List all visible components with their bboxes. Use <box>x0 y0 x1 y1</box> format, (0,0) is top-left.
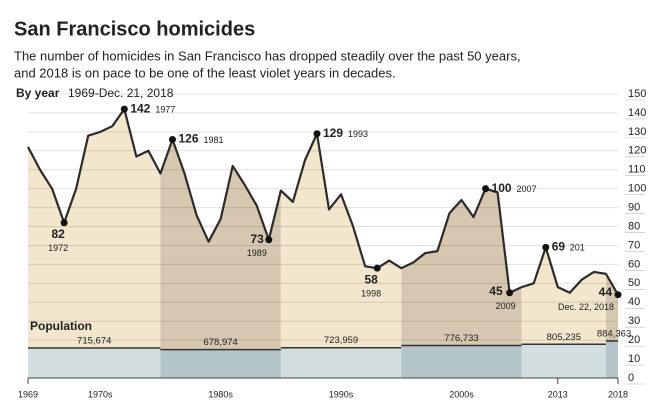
highlight-value: 142 <box>130 101 150 115</box>
x-tick-label: 1980s <box>208 389 233 399</box>
x-tick-label: 1990s <box>329 389 354 399</box>
highlight-label: 1972 <box>48 243 68 253</box>
highlight-label: 1993 <box>348 129 368 139</box>
highlight-label: 1998 <box>361 289 381 299</box>
population-value: 776,733 <box>444 333 478 344</box>
highlight-label: 1981 <box>203 135 223 145</box>
population-bar <box>521 344 606 378</box>
highlight-dot <box>542 243 550 251</box>
label-heading: By year <box>16 86 60 100</box>
y-tick-label: 70 <box>628 239 640 251</box>
highlight-label: 2009 <box>496 301 516 311</box>
x-tick-label: 2018 <box>608 389 628 399</box>
highlight-dot <box>614 291 622 299</box>
y-tick-label: 140 <box>628 107 646 119</box>
highlight-dot <box>373 264 381 272</box>
highlight-dot <box>265 236 273 244</box>
highlight-label: 201 <box>570 243 585 253</box>
label-range: 1969-Dec. 21, 2018 <box>68 86 174 100</box>
chart-title: San Francisco homicides <box>14 18 255 40</box>
population-value: 723,959 <box>324 335 358 346</box>
population-bar <box>280 347 402 378</box>
population-value: 678,974 <box>203 337 237 348</box>
y-tick-label: 110 <box>628 164 646 176</box>
y-tick-label: 30 <box>628 315 640 327</box>
y-tick-label: 0 <box>628 372 634 384</box>
x-tick-label: 2013 <box>548 389 568 399</box>
y-tick-label: 150 <box>628 88 646 100</box>
x-tick-label: 1969 <box>18 389 38 399</box>
highlight-value: 58 <box>365 272 379 286</box>
population-label: Population <box>30 319 92 333</box>
highlight-dot <box>60 219 68 227</box>
highlight-value: 44 <box>599 285 613 299</box>
highlight-value: 100 <box>492 181 512 195</box>
highlight-value: 126 <box>178 132 198 146</box>
y-tick-label: 80 <box>628 220 640 232</box>
population-bar <box>605 341 618 378</box>
y-tick-label: 90 <box>628 202 640 214</box>
y-tick-label: 40 <box>628 296 640 308</box>
highlight-dot <box>168 135 176 143</box>
y-tick-label: 10 <box>628 353 640 365</box>
population-bar <box>401 345 522 378</box>
highlight-dot <box>120 105 128 113</box>
y-tick-label: 20 <box>628 334 640 346</box>
population-value: 884,363 <box>597 329 631 340</box>
highlight-label: 1977 <box>155 105 175 115</box>
population-value: 715,674 <box>77 336 111 347</box>
highlight-label: Dec. 22, 2018 <box>558 302 614 312</box>
highlight-value: 82 <box>51 227 65 241</box>
population-value: 805,235 <box>547 332 581 343</box>
population-bar <box>160 349 281 378</box>
population-bar <box>28 348 161 378</box>
y-tick-label: 120 <box>628 145 646 157</box>
subtitle: and 2018 is on pace to be one of the lea… <box>14 65 396 80</box>
y-tick-label: 130 <box>628 126 646 138</box>
subtitle: The number of homicides in San Francisco… <box>14 48 521 63</box>
y-tick-label: 60 <box>628 258 640 270</box>
line <box>27 108 619 296</box>
x-tick-label: 2000s <box>449 389 474 399</box>
highlight-value: 69 <box>552 240 566 254</box>
highlight-dot <box>506 289 514 297</box>
highlight-dot <box>313 130 321 138</box>
y-tick-label: 50 <box>628 277 640 289</box>
highlight-dot <box>482 185 490 193</box>
highlight-value: 129 <box>323 126 343 140</box>
highlight-value: 73 <box>250 232 264 246</box>
highlight-label: 1989 <box>247 248 267 258</box>
y-tick-label: 100 <box>628 183 646 195</box>
x-tick-label: 1970s <box>88 389 113 399</box>
highlight-label: 2007 <box>517 184 537 194</box>
highlight-value: 45 <box>489 284 503 298</box>
